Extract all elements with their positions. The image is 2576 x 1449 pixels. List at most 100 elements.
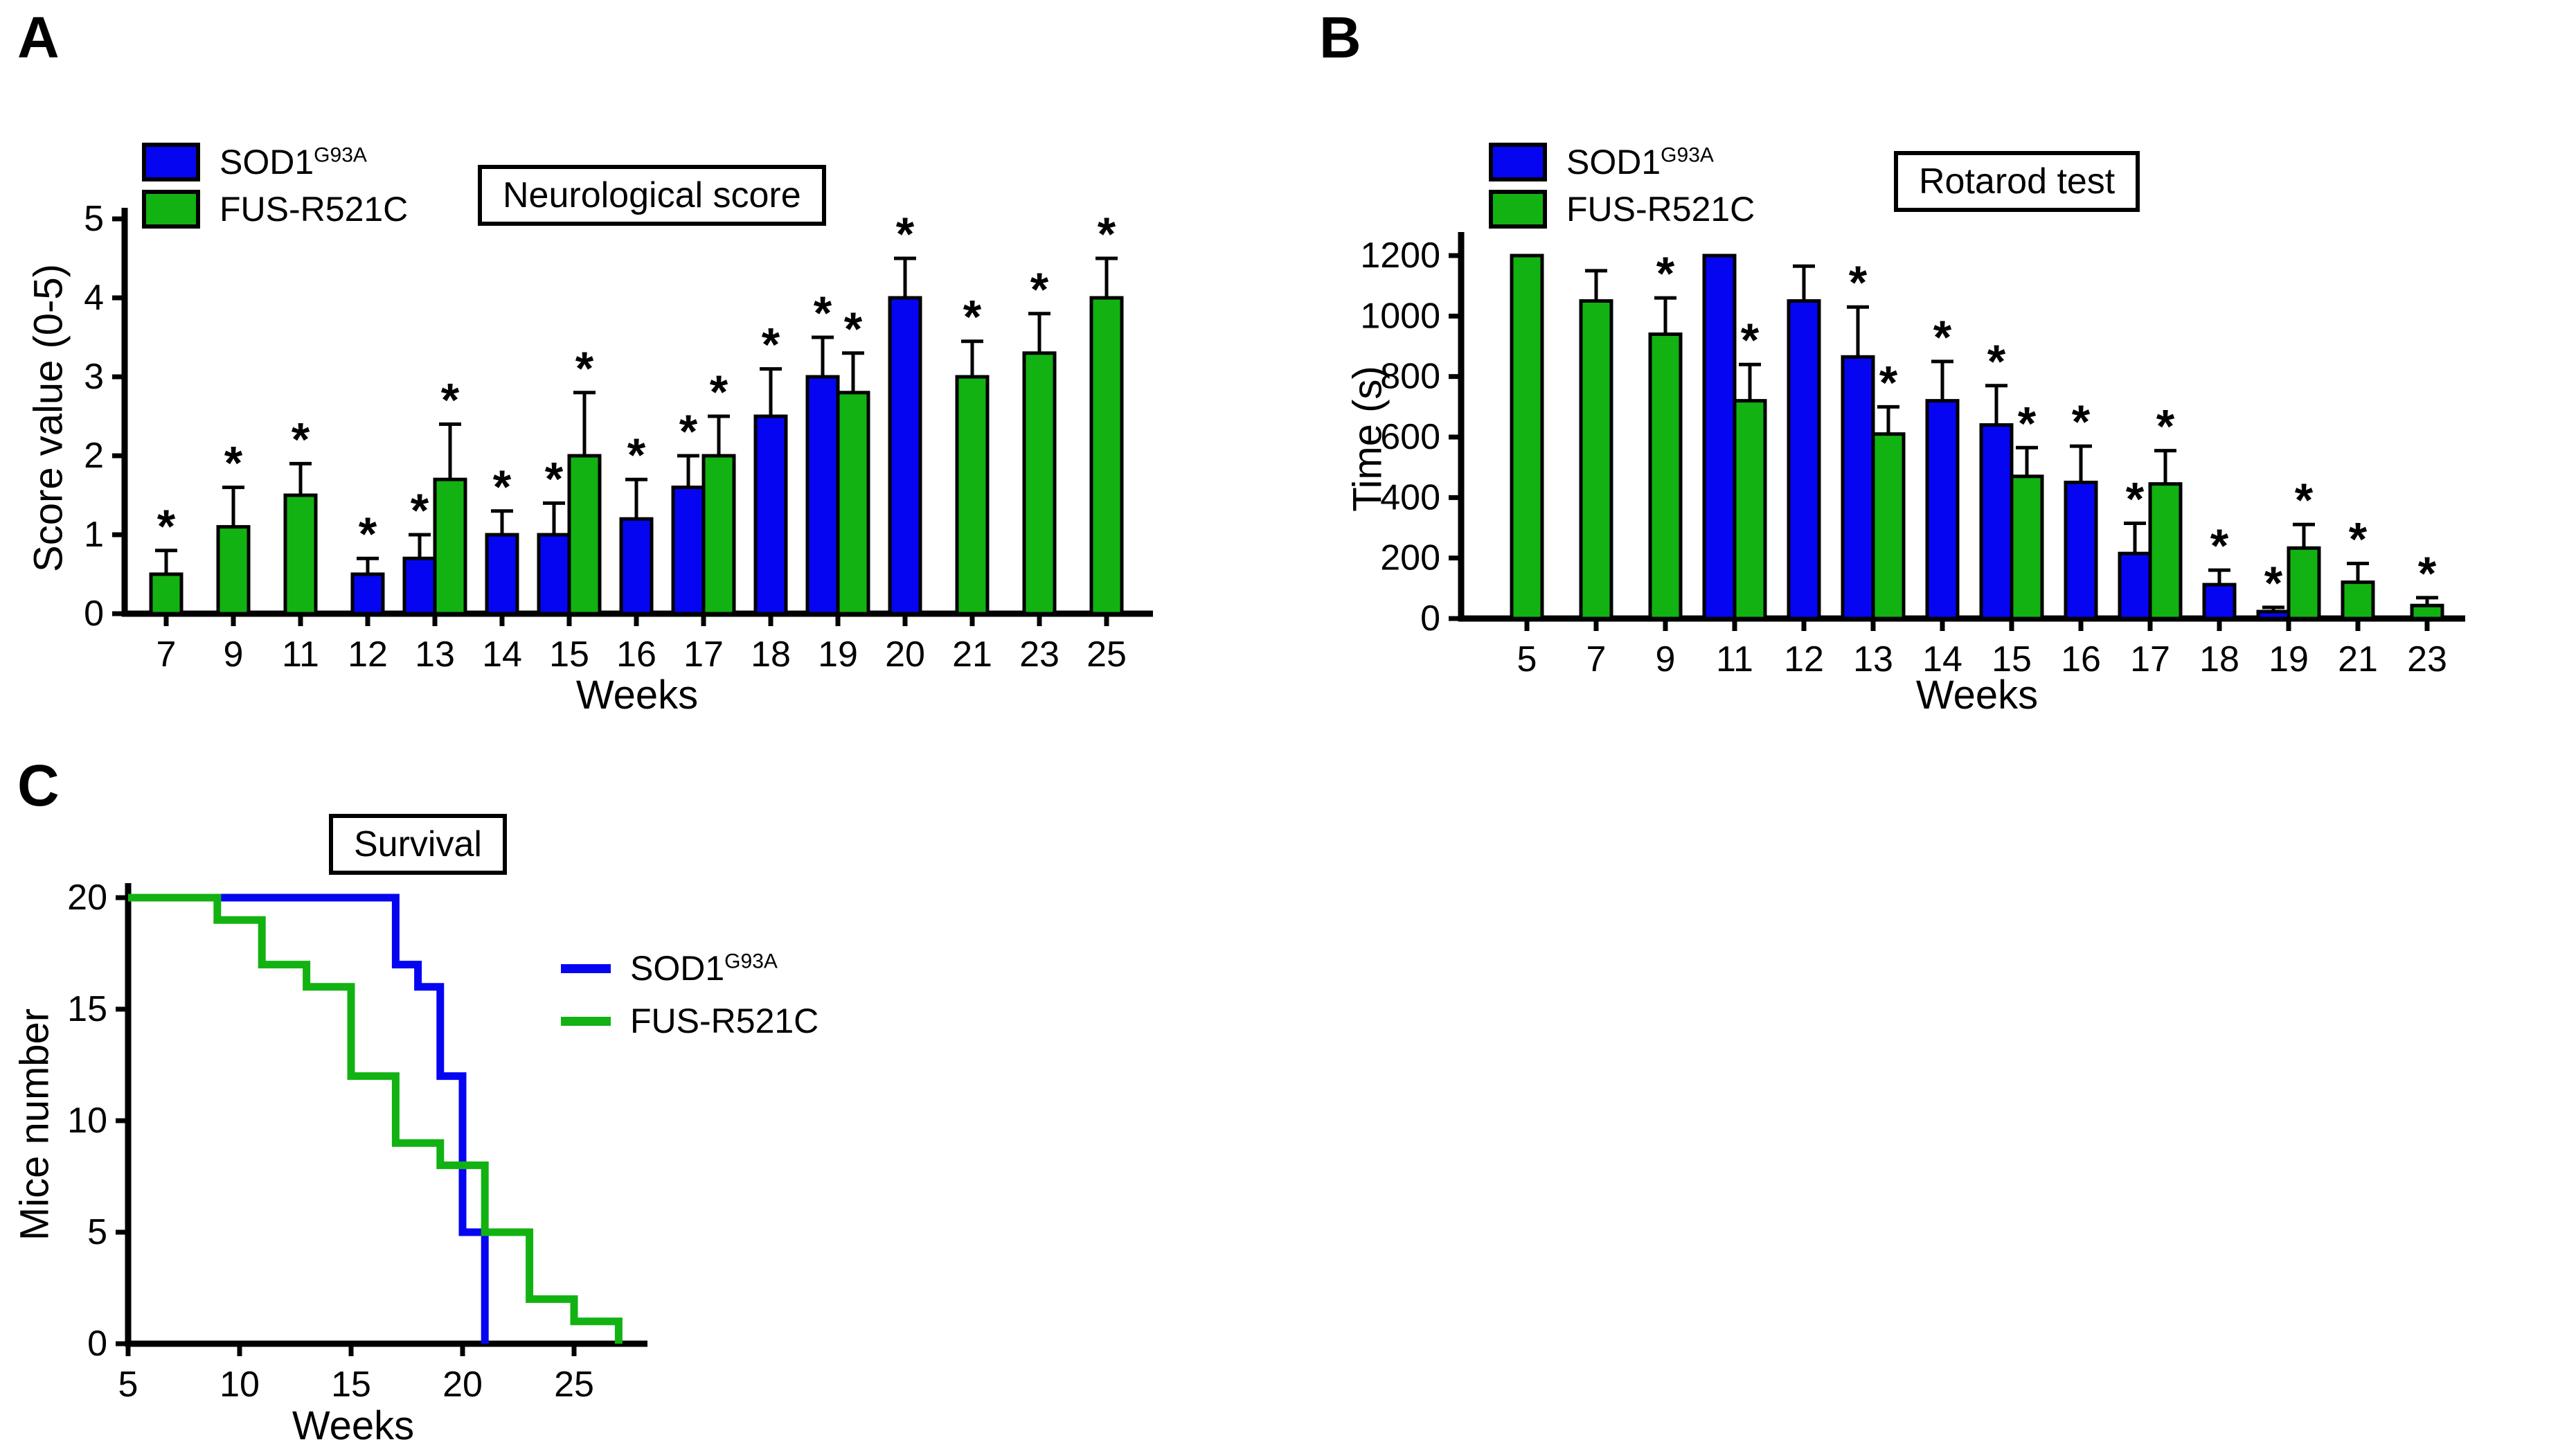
panel-c-title: Survival bbox=[329, 814, 507, 875]
x-tick-label: 12 bbox=[1784, 639, 1824, 679]
panel-a-legend: SOD1G93A FUS-R521C bbox=[142, 139, 408, 233]
bar-SOD1-G93A-week-15 bbox=[1979, 423, 2014, 621]
x-tick-label: 11 bbox=[1716, 639, 1753, 679]
x-tick-label: 15 bbox=[331, 1364, 371, 1405]
y-tick-label: 5 bbox=[84, 199, 104, 239]
bar-FUS-R521C-week-11 bbox=[1733, 399, 1767, 621]
significance-asterisk: * bbox=[1656, 247, 1675, 300]
significance-asterisk: * bbox=[1098, 208, 1116, 260]
bar-FUS-R521C-week-23 bbox=[2410, 603, 2444, 621]
significance-asterisk: * bbox=[1849, 256, 1868, 309]
panel-b-title: Rotarod test bbox=[1894, 151, 2140, 212]
y-tick-label: 1 bbox=[84, 515, 104, 555]
sod1-swatch-icon bbox=[1489, 143, 1547, 181]
x-tick-label: 23 bbox=[1019, 634, 1059, 675]
y-tick-label: 20 bbox=[67, 878, 107, 918]
legend-item-sod1: SOD1G93A bbox=[1489, 139, 1755, 186]
bar-SOD1-G93A-week-12 bbox=[350, 572, 385, 616]
bar-SOD1-G93A-week-12 bbox=[1787, 299, 1821, 621]
y-tick-label: 600 bbox=[1380, 417, 1440, 457]
bar-SOD1-G93A-week-11 bbox=[1702, 254, 1737, 621]
x-tick-label: 25 bbox=[1086, 634, 1127, 675]
panel-c-letter: C bbox=[17, 753, 60, 818]
y-tick-label: 1200 bbox=[1360, 235, 1440, 276]
bar-FUS-R521C-week-7 bbox=[149, 572, 184, 616]
x-tick-label: 9 bbox=[224, 634, 244, 675]
x-tick-label: 12 bbox=[348, 634, 388, 675]
bar-FUS-R521C-week-15 bbox=[2010, 474, 2044, 621]
survival-curve-FUS-R521C bbox=[128, 894, 623, 1344]
significance-asterisk: * bbox=[2210, 519, 2229, 572]
bar-FUS-R521C-week-17 bbox=[701, 454, 736, 616]
significance-asterisk: * bbox=[1741, 314, 1760, 366]
x-tick-label: 17 bbox=[2130, 639, 2170, 679]
y-tick-label: 200 bbox=[1380, 538, 1440, 578]
y-tick-label: 2 bbox=[84, 436, 104, 476]
x-tick-label: 25 bbox=[554, 1364, 594, 1405]
y-tick-label: 15 bbox=[67, 989, 107, 1029]
x-tick-label: 21 bbox=[2338, 639, 2378, 679]
legend-label-sod1: SOD1G93A bbox=[220, 143, 367, 181]
significance-asterisk: * bbox=[359, 508, 377, 560]
panel-a-letter: A bbox=[17, 5, 60, 70]
y-tick-label: 400 bbox=[1380, 477, 1440, 517]
bar-FUS-R521C-week-21 bbox=[955, 375, 990, 616]
significance-asterisk: * bbox=[224, 437, 243, 490]
x-tick-label: 19 bbox=[2269, 639, 2309, 679]
panel-a-title: Neurological score bbox=[478, 165, 826, 226]
panel-a-x-axis-title: Weeks bbox=[575, 673, 699, 718]
x-tick-label: 14 bbox=[482, 634, 522, 675]
neurological-score-chart: 0123457*9*11*12*13**14*15**16*17**18*19*… bbox=[84, 199, 1153, 675]
bar-FUS-R521C-week-9 bbox=[1648, 332, 1683, 621]
significance-asterisk: * bbox=[1987, 335, 2006, 388]
bar-SOD1-G93A-week-13 bbox=[402, 556, 437, 616]
bar-SOD1-G93A-week-15 bbox=[537, 533, 571, 616]
panel-rotarod-test: 0 200 400 600 800 1000 1200 5 7 9 * 11 * 12 13 * * 14 * 15 *… bbox=[1288, 0, 2576, 734]
significance-asterisk: * bbox=[896, 208, 915, 260]
significance-asterisk: * bbox=[157, 500, 176, 553]
y-tick-label: 10 bbox=[67, 1101, 107, 1141]
x-tick-label: 13 bbox=[1853, 639, 1893, 679]
x-tick-label: 18 bbox=[2199, 639, 2239, 679]
y-tick-label: 1000 bbox=[1360, 296, 1440, 336]
fus-swatch-icon bbox=[1489, 190, 1547, 229]
bar-FUS-R521C-week-7 bbox=[1579, 299, 1613, 621]
significance-asterisk: * bbox=[679, 405, 698, 458]
panel-c-legend: SOD1G93A FUS-R521C bbox=[561, 942, 819, 1047]
bar-SOD1-G93A-week-17 bbox=[671, 486, 706, 616]
significance-asterisk: * bbox=[2349, 513, 2368, 566]
significance-asterisk: * bbox=[2156, 400, 2175, 453]
significance-asterisk: * bbox=[2126, 472, 2145, 525]
x-tick-label: 15 bbox=[549, 634, 589, 675]
significance-asterisk: * bbox=[844, 303, 863, 355]
significance-asterisk: * bbox=[963, 291, 982, 344]
legend-label-fus: FUS-R521C bbox=[630, 1002, 819, 1040]
fus-swatch-icon bbox=[142, 190, 200, 229]
legend-label-sod1: SOD1G93A bbox=[630, 949, 778, 988]
x-tick-label: 11 bbox=[282, 634, 319, 675]
panel-survival: 0 5 10 15 20 5 10 15 20 25 C Survival SOD1G93A FU… bbox=[0, 734, 1177, 1448]
bar-FUS-R521C-week-13 bbox=[1871, 432, 1906, 621]
significance-asterisk: * bbox=[292, 413, 310, 465]
significance-asterisk: * bbox=[2264, 557, 2283, 610]
panel-b-y-axis-title: Time (s) bbox=[1345, 366, 1390, 512]
x-tick-label: 18 bbox=[751, 634, 791, 675]
x-tick-label: 15 bbox=[1992, 639, 2032, 679]
bar-FUS-R521C-week-13 bbox=[433, 477, 467, 616]
significance-asterisk: * bbox=[411, 484, 429, 537]
bar-SOD1-G93A-week-13 bbox=[1841, 355, 1875, 621]
x-tick-label: 20 bbox=[885, 634, 925, 675]
significance-asterisk: * bbox=[2295, 474, 2314, 526]
significance-asterisk: * bbox=[762, 319, 780, 371]
bar-FUS-R521C-week-25 bbox=[1089, 296, 1124, 616]
bar-SOD1-G93A-week-14 bbox=[1925, 399, 1960, 621]
legend-item-fus: FUS-R521C bbox=[142, 186, 408, 233]
significance-asterisk: * bbox=[545, 452, 564, 505]
panel-c-y-axis-title: Mice number bbox=[12, 1008, 57, 1241]
survival-curve-SOD1-G93A bbox=[128, 894, 489, 1344]
x-tick-label: 7 bbox=[1586, 639, 1607, 679]
bar-FUS-R521C-week-9 bbox=[216, 525, 251, 616]
legend-item-sod1: SOD1G93A bbox=[142, 139, 408, 186]
significance-asterisk: * bbox=[2072, 395, 2091, 448]
